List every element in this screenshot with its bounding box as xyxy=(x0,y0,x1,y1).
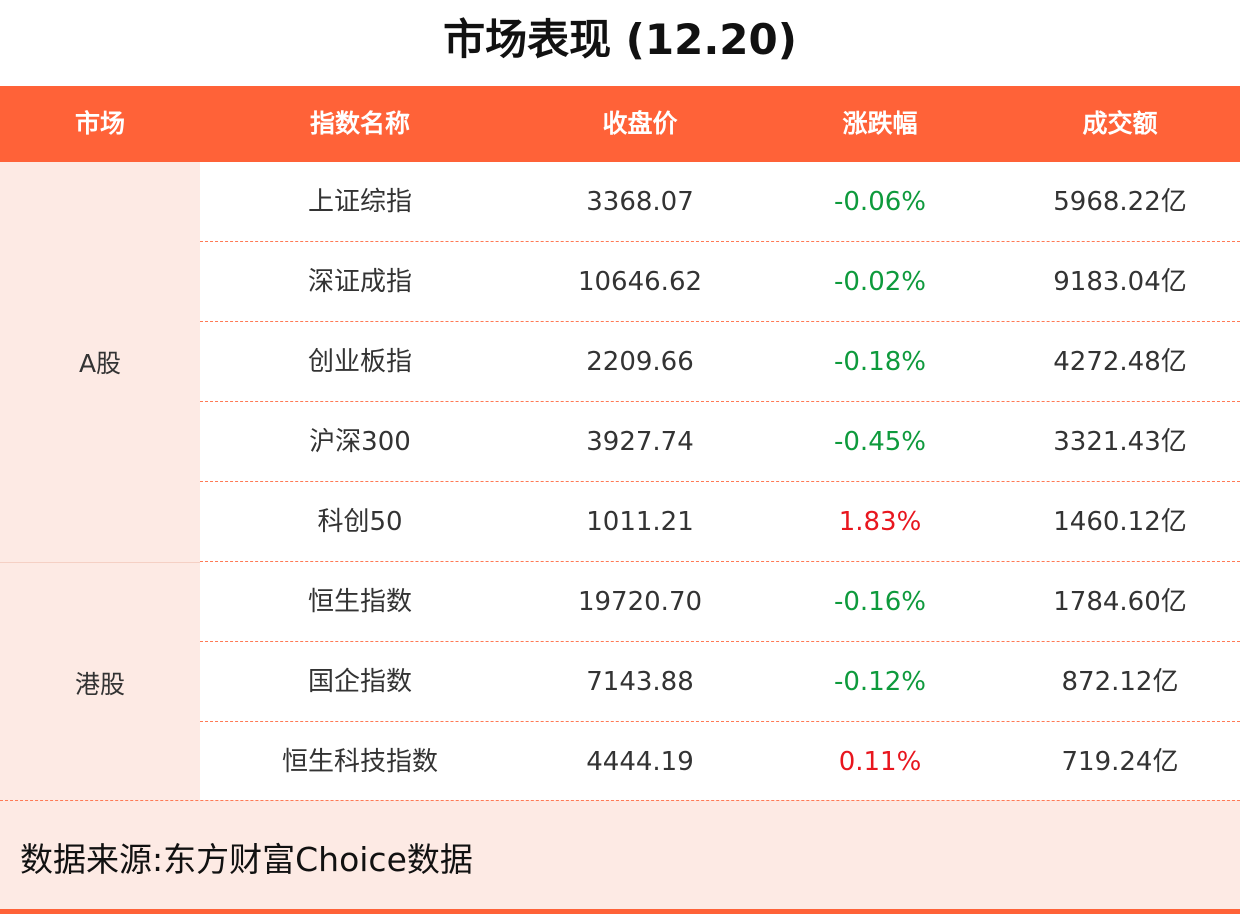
market-cell: A股 xyxy=(0,162,200,562)
table-row: 创业板指 2209.66 -0.18% 4272.48亿 xyxy=(200,322,1240,402)
volume: 9183.04亿 xyxy=(1053,267,1187,297)
index-name: 上证综指 xyxy=(307,187,412,217)
close-price: 4444.19 xyxy=(586,747,694,777)
volume: 5968.22亿 xyxy=(1053,187,1187,217)
volume: 1460.12亿 xyxy=(1053,507,1187,537)
close-price: 19720.70 xyxy=(577,587,703,617)
change-pct: -0.16% xyxy=(834,587,926,617)
market-cell: 港股 xyxy=(0,562,200,802)
change-pct: 0.11% xyxy=(838,747,922,777)
table-row: 恒生科技指数 4444.19 0.11% 719.24亿 xyxy=(200,722,1240,802)
bottom-bar xyxy=(0,909,1240,914)
data-source: 数据来源:东方财富Choice数据 xyxy=(0,800,1240,910)
index-name: 创业板指 xyxy=(307,347,412,377)
close-price: 3927.74 xyxy=(586,427,694,457)
volume: 3321.43亿 xyxy=(1053,427,1187,457)
index-name: 国企指数 xyxy=(307,667,412,697)
change-pct: -0.06% xyxy=(834,187,926,217)
volume: 719.24亿 xyxy=(1061,747,1179,777)
header-index-name: 指数名称 xyxy=(309,109,410,138)
index-name: 恒生指数 xyxy=(307,587,412,617)
close-price: 10646.62 xyxy=(577,267,703,297)
table-row: 恒生指数 19720.70 -0.16% 1784.60亿 xyxy=(200,562,1240,642)
table-header: 市场 指数名称 收盘价 涨跌幅 成交额 xyxy=(0,86,1240,162)
index-name: 深证成指 xyxy=(307,267,412,297)
index-name: 科创50 xyxy=(317,507,403,537)
index-name: 沪深300 xyxy=(309,427,411,457)
close-price: 3368.07 xyxy=(586,187,694,217)
volume: 872.12亿 xyxy=(1061,667,1179,697)
page-title: 市场表现 (12.20) xyxy=(443,15,797,64)
change-pct: 1.83% xyxy=(838,507,922,537)
close-price: 2209.66 xyxy=(586,347,694,377)
header-change: 涨跌幅 xyxy=(842,109,918,138)
close-price: 1011.21 xyxy=(586,507,694,537)
change-pct: -0.12% xyxy=(834,667,926,697)
volume: 4272.48亿 xyxy=(1053,347,1187,377)
volume: 1784.60亿 xyxy=(1053,587,1187,617)
table-row: 国企指数 7143.88 -0.12% 872.12亿 xyxy=(200,642,1240,722)
header-close: 收盘价 xyxy=(602,109,678,138)
change-pct: -0.02% xyxy=(834,267,926,297)
close-price: 7143.88 xyxy=(586,667,694,697)
change-pct: -0.18% xyxy=(834,347,926,377)
table-row: 科创50 1011.21 1.83% 1460.12亿 xyxy=(200,482,1240,562)
table-row: 深证成指 10646.62 -0.02% 9183.04亿 xyxy=(200,242,1240,322)
header-market: 市场 xyxy=(74,109,125,138)
table-row: 上证综指 3368.07 -0.06% 5968.22亿 xyxy=(200,162,1240,242)
table-row: 沪深300 3927.74 -0.45% 3321.43亿 xyxy=(200,402,1240,482)
header-volume: 成交额 xyxy=(1082,109,1158,138)
index-name: 恒生科技指数 xyxy=(281,747,438,777)
change-pct: -0.45% xyxy=(834,427,926,457)
